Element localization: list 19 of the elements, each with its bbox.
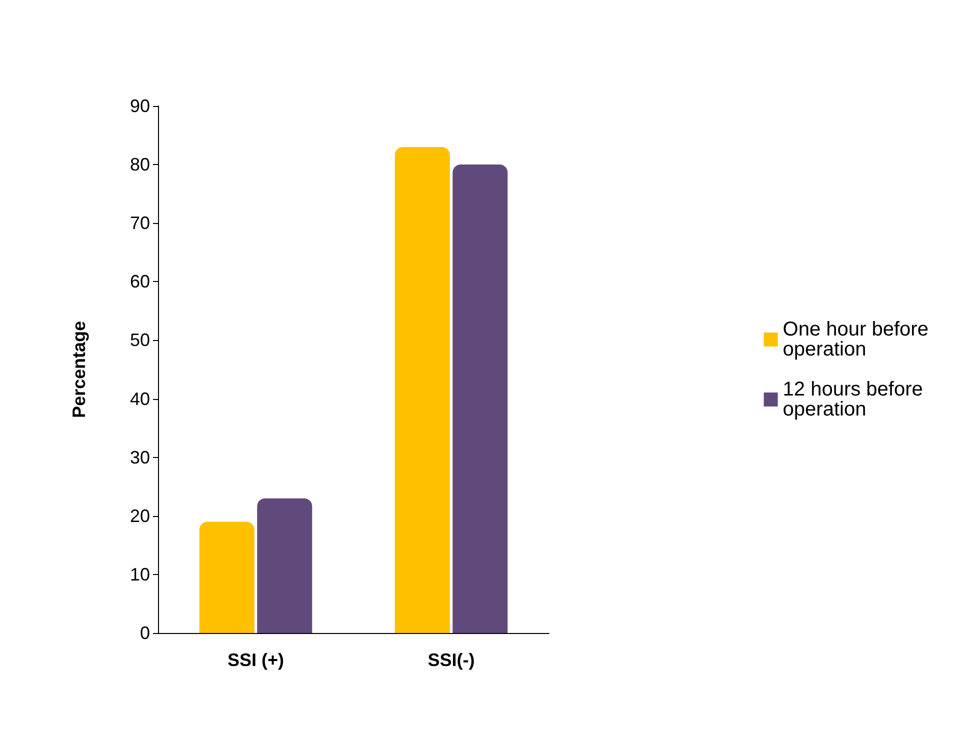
y-tick-label: 80	[130, 154, 150, 175]
y-axis-title: Percentage	[69, 320, 89, 418]
legend-label: 12 hours before operation	[782, 378, 928, 420]
y-tick-label: 70	[130, 213, 150, 234]
x-tick-label: SSI(-)	[428, 650, 475, 670]
bar	[257, 498, 312, 633]
y-tick-label: 60	[130, 272, 150, 292]
y-tick-label: 90	[130, 96, 150, 116]
bar	[452, 164, 508, 633]
x-tick-label: SSI (+)	[227, 650, 284, 670]
y-tick-label: 0	[140, 623, 150, 643]
bar	[394, 146, 450, 633]
bar	[199, 522, 254, 633]
y-tick-label: 50	[130, 330, 150, 350]
y-tick-label: 40	[130, 388, 150, 409]
y-tick-label: 20	[130, 506, 150, 526]
y-tick-label: 10	[130, 564, 150, 584]
y-tick-label: 30	[130, 447, 150, 468]
legend-label: One hour before operation	[782, 318, 934, 360]
